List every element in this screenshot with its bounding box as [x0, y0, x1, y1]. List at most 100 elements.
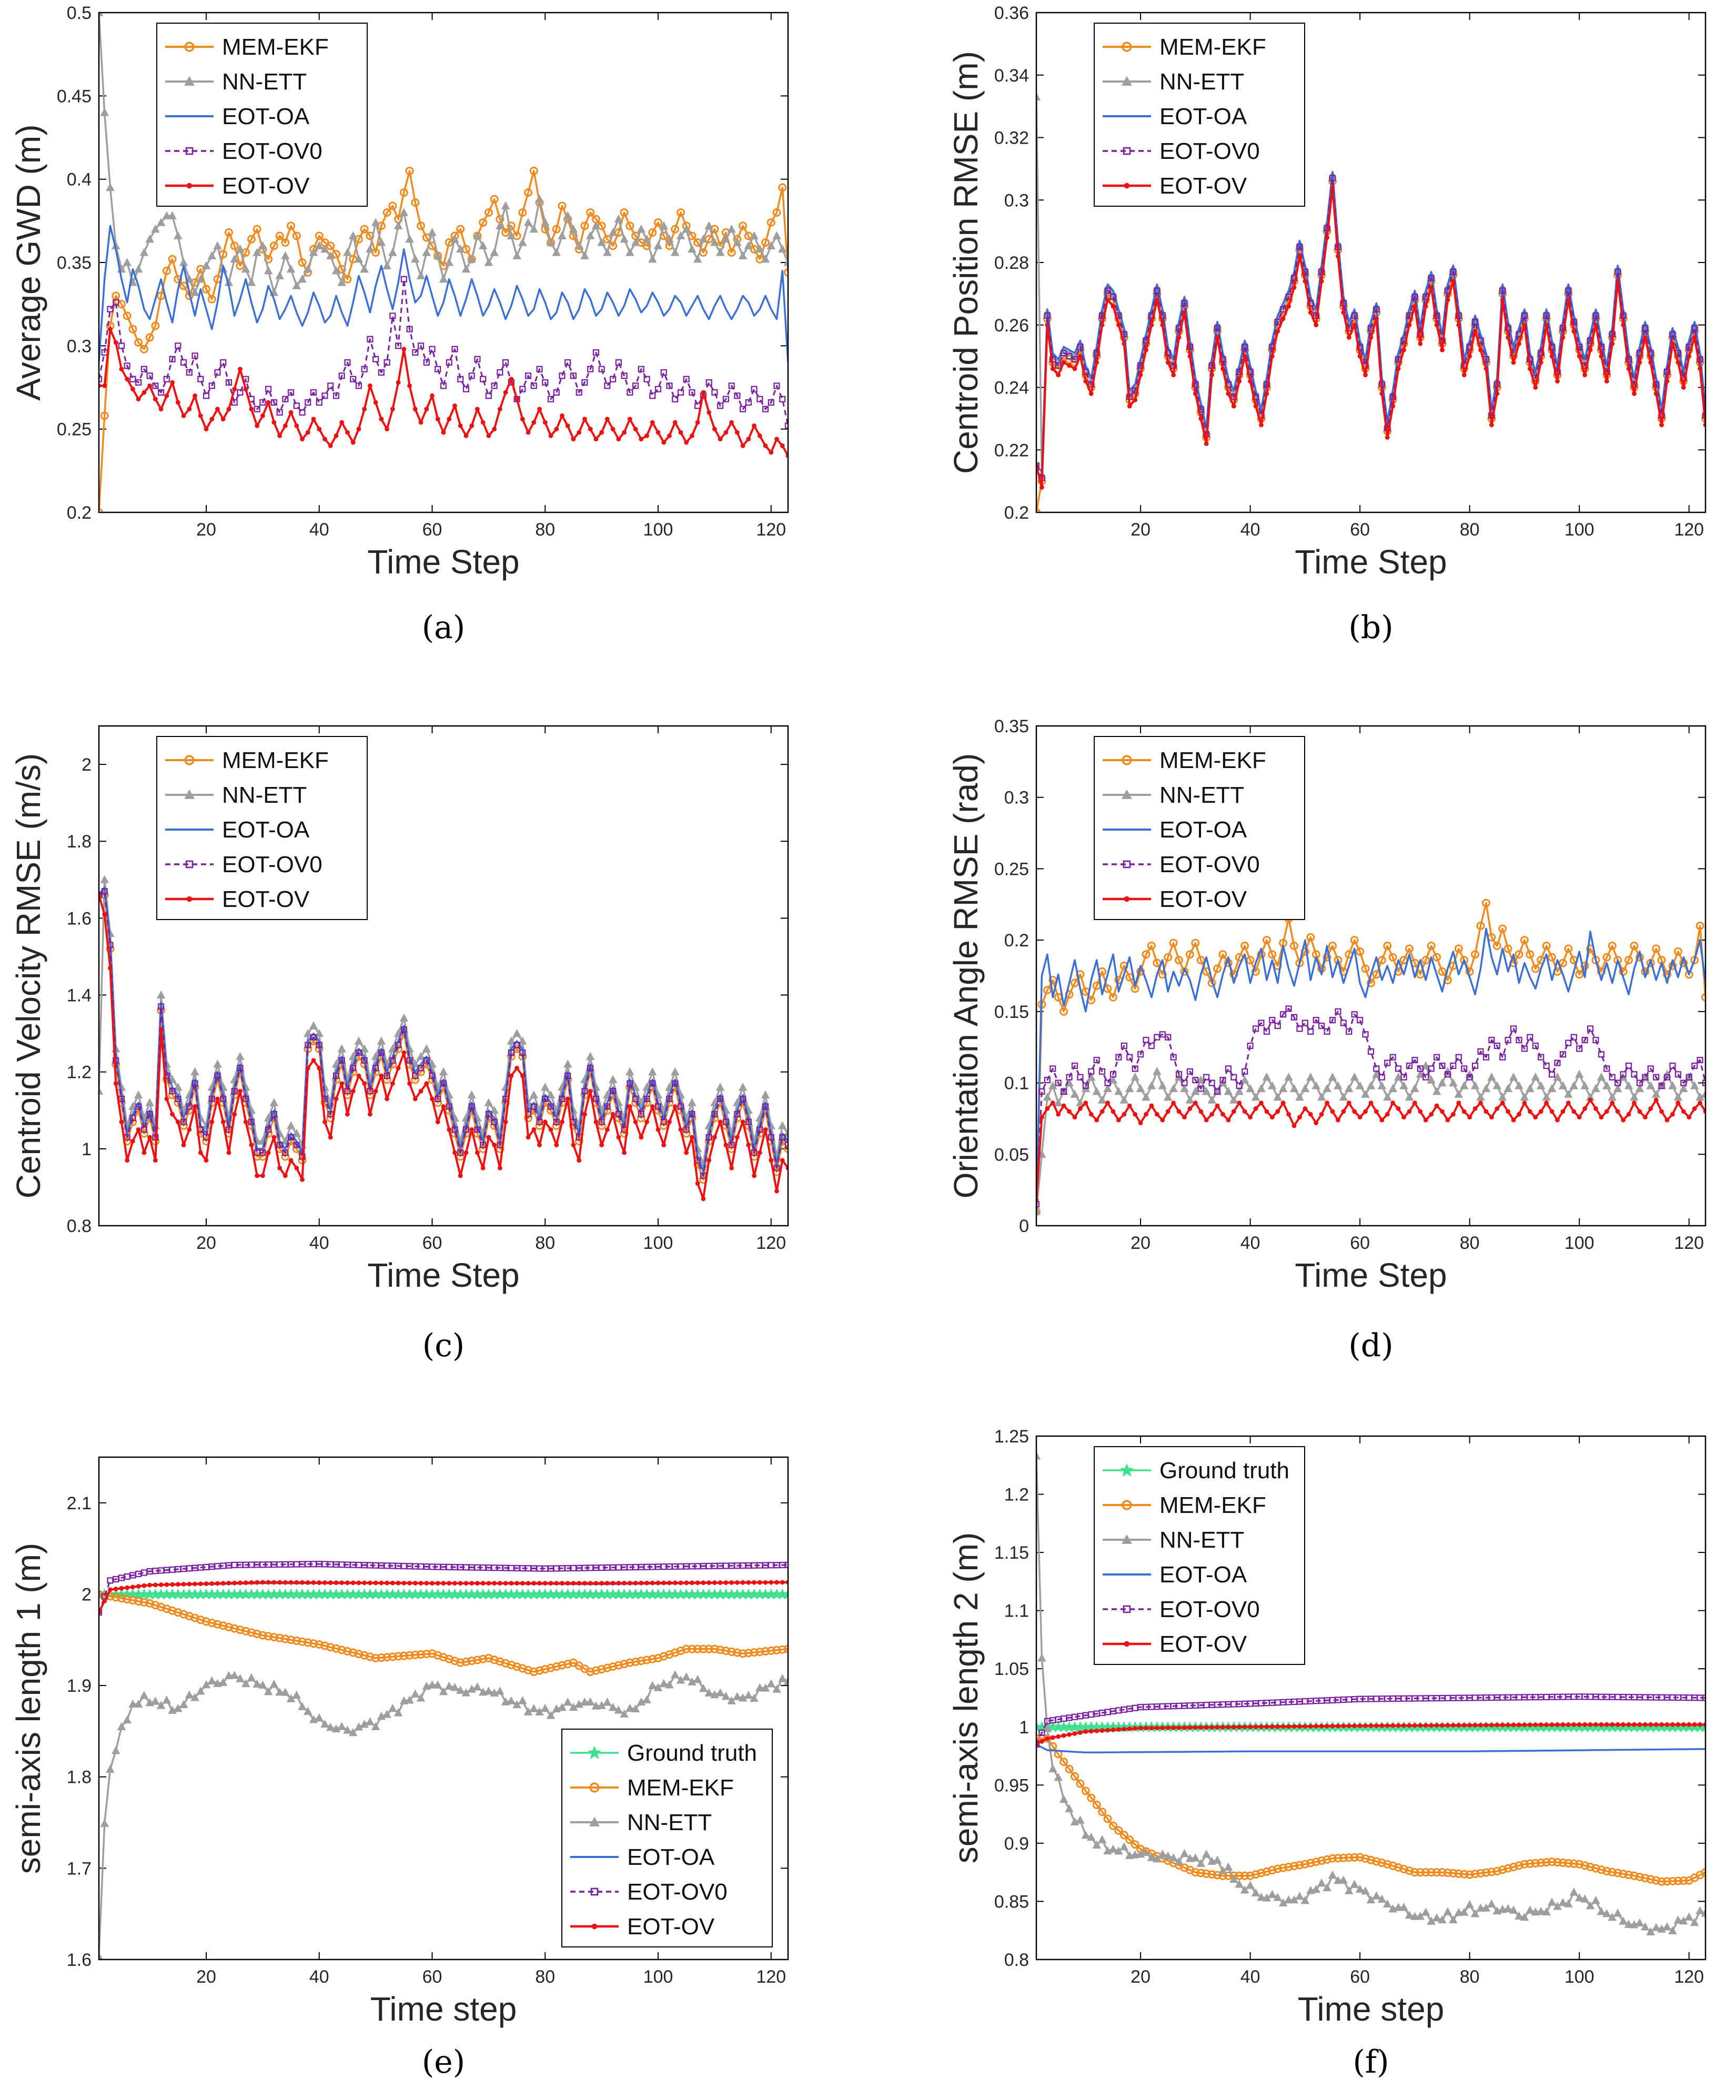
data-point [1517, 1112, 1521, 1117]
legend-label: Ground truth [1159, 1458, 1289, 1483]
data-point [729, 420, 734, 425]
data-point [1094, 1728, 1099, 1733]
data-point [282, 1173, 288, 1178]
data-point [1341, 1723, 1346, 1729]
data-point [1396, 366, 1401, 371]
data-point [447, 417, 452, 422]
data-point [249, 1143, 254, 1147]
data-point [1220, 1112, 1225, 1117]
data-point [1500, 297, 1505, 302]
data-point [1571, 1722, 1577, 1727]
y-tick-label: 1.1 [1004, 1601, 1029, 1621]
legend-label: EOT-OV [1159, 173, 1247, 199]
data-point [1560, 1109, 1566, 1114]
data-point [334, 1096, 339, 1102]
y-axis-label: Centroid Position RMSE (m) [947, 51, 985, 474]
data-point [1483, 1722, 1489, 1728]
data-point [571, 1143, 576, 1147]
data-point [1352, 1723, 1357, 1729]
data-point [1336, 1117, 1340, 1123]
data-point [723, 1143, 729, 1147]
data-point [577, 430, 582, 435]
data-point [1604, 1722, 1609, 1727]
data-point [757, 433, 762, 438]
data-point [1061, 1103, 1066, 1108]
data-point [554, 1581, 559, 1586]
data-point [644, 1119, 649, 1125]
data-point [514, 1065, 519, 1071]
data-point [238, 1580, 243, 1586]
data-point [1489, 1115, 1494, 1120]
data-point [627, 1104, 632, 1109]
data-point [164, 1096, 169, 1102]
data-point [187, 1581, 192, 1587]
legend-item-eot-ov0: EOT-OV0 [1103, 1597, 1260, 1622]
series-line-mem-ekf [99, 894, 788, 1181]
x-axis-label: Time Step [367, 543, 519, 581]
data-point [1511, 1722, 1516, 1728]
data-point [1593, 322, 1598, 328]
data-point [373, 1088, 378, 1094]
data-point [1105, 297, 1110, 302]
subplot-b: 20 40 60 80 100 120 0.2 0.22 0.24 0.26 0.28 0.3 0.32… [947, 3, 1707, 646]
subplot-c: 20 40 60 80 100 120 0.8 1 1.2 1.4 1.6 1.8 2 Time Step… [9, 725, 789, 1364]
data-point [492, 1581, 497, 1586]
data-point [1445, 1117, 1450, 1123]
data-point [1099, 1728, 1105, 1733]
x-tick-label: 60 [1350, 1233, 1370, 1253]
data-point [1144, 1112, 1148, 1117]
data-point [1687, 1115, 1692, 1120]
data-point [142, 390, 147, 395]
data-point [723, 1580, 729, 1585]
data-point [1467, 1723, 1472, 1728]
legend-item-eot-ov0: EOT-OV0 [165, 138, 322, 164]
y-tick-label: 0.8 [67, 1216, 92, 1236]
data-point [1122, 341, 1127, 346]
legend-label: NN-ETT [222, 782, 307, 808]
data-point [554, 427, 559, 432]
data-point [458, 423, 463, 428]
y-tick-label: 1.05 [994, 1659, 1029, 1679]
data-point [1363, 1109, 1368, 1114]
data-point [1544, 1101, 1549, 1105]
data-point [1061, 360, 1066, 365]
data-point [1450, 1112, 1456, 1117]
data-point [452, 403, 457, 408]
y-tick-label: 0.2 [1004, 503, 1029, 523]
data-point [565, 423, 570, 428]
data-point [1182, 1115, 1187, 1120]
data-point [198, 1150, 203, 1155]
data-point [729, 1580, 734, 1585]
data-point [565, 1096, 570, 1102]
y-tick-label: 1.8 [67, 1768, 92, 1788]
data-point [1122, 1727, 1127, 1732]
series-group [99, 875, 788, 1202]
data-point [1149, 1103, 1154, 1108]
legend-item-ground-truth: Ground truth [570, 1740, 757, 1766]
data-point [1056, 372, 1061, 378]
data-point [1478, 1722, 1483, 1728]
legend-label: MEM-EKF [1159, 34, 1266, 60]
data-point [1357, 1723, 1362, 1728]
legend-item-mem-ekf: MEM-EKF [165, 748, 329, 773]
data-point [1078, 354, 1083, 359]
data-point [774, 1580, 779, 1585]
legend-marker [186, 896, 193, 902]
data-point [396, 1580, 401, 1586]
legend-marker [1124, 896, 1130, 902]
data-point [1621, 1117, 1626, 1123]
data-point [238, 1088, 243, 1094]
data-point [780, 1580, 785, 1585]
data-point [1538, 1722, 1543, 1728]
data-point [317, 1065, 322, 1071]
data-point [1533, 385, 1538, 390]
data-point [1571, 329, 1577, 334]
data-point [690, 433, 694, 438]
data-point [266, 1580, 271, 1585]
data-point [1385, 1723, 1390, 1728]
data-point [379, 1073, 384, 1078]
data-point [1456, 322, 1461, 328]
data-point [328, 1135, 333, 1140]
data-point [255, 423, 260, 428]
data-point [215, 1581, 220, 1586]
